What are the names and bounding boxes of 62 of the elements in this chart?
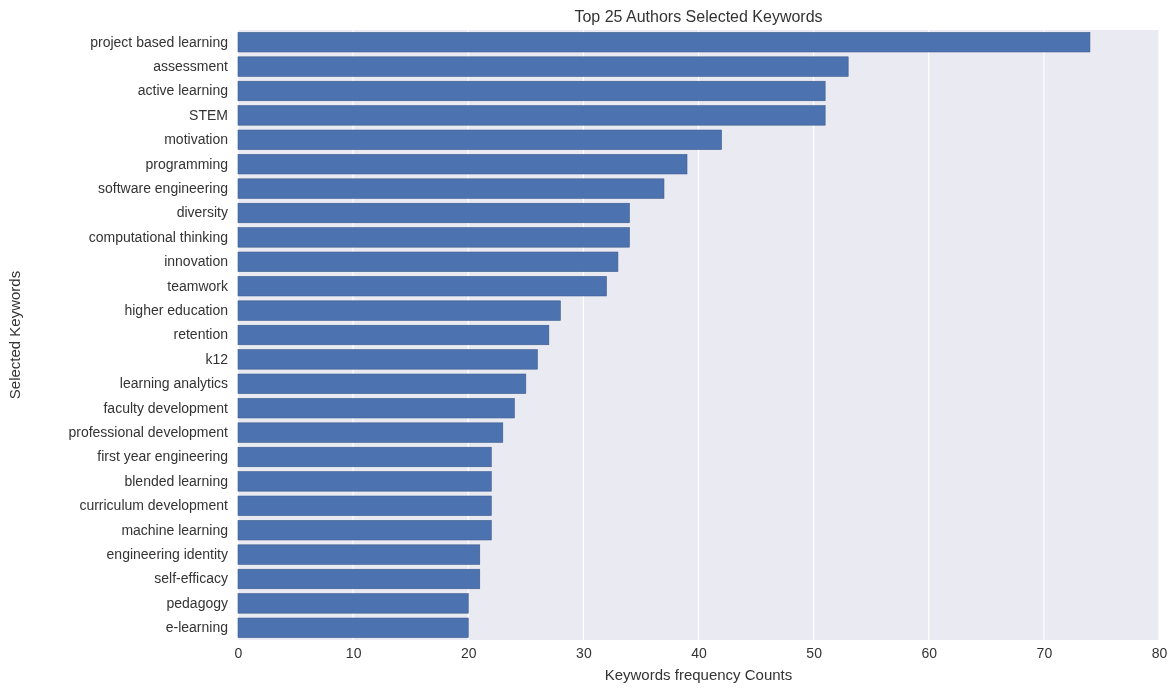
bar — [237, 568, 481, 590]
bar — [237, 593, 469, 614]
bar — [237, 544, 481, 565]
y-tick-label: programming — [145, 155, 228, 172]
bar — [237, 276, 607, 297]
bar — [237, 32, 1091, 53]
y-tick-label: blended learning — [124, 472, 228, 489]
y-tick-label: innovation — [164, 253, 228, 270]
bar — [237, 154, 688, 175]
bar — [237, 446, 492, 468]
y-tick-label: computational thinking — [88, 228, 228, 245]
bar — [237, 227, 630, 248]
y-tick-label: engineering identity — [106, 546, 228, 563]
bar — [237, 178, 665, 199]
y-tick-label: pedagogy — [166, 594, 228, 611]
y-tick-label: learning analytics — [119, 375, 228, 392]
y-tick-label: professional development — [68, 424, 229, 441]
bar — [237, 520, 492, 541]
y-tick-label: self-efficacy — [154, 570, 228, 587]
y-tick-label: k12 — [205, 350, 229, 367]
x-tick-label: 20 — [460, 644, 477, 661]
y-tick-label: e-learning — [165, 619, 228, 636]
y-tick-label: faculty development — [103, 399, 229, 416]
bar — [237, 373, 527, 394]
bar — [237, 324, 550, 346]
y-tick-label: project based learning — [90, 33, 228, 50]
y-tick-label: higher education — [124, 302, 228, 319]
bar — [237, 422, 504, 443]
bar — [237, 617, 469, 638]
x-tick-label: 60 — [921, 644, 938, 661]
y-axis-title: Selected Keywords — [6, 270, 23, 400]
x-tick-label: 50 — [806, 644, 823, 661]
x-tick-label: 80 — [1151, 644, 1168, 661]
chart-title: Top 25 Authors Selected Keywords — [574, 8, 823, 25]
bar — [237, 105, 826, 126]
x-tick-label: 30 — [576, 644, 592, 661]
y-tick-label: motivation — [164, 131, 228, 148]
y-tick-label: machine learning — [121, 521, 228, 538]
x-tick-label: 0 — [234, 644, 243, 661]
bar — [237, 129, 722, 150]
bar — [237, 56, 849, 77]
bar — [237, 251, 619, 272]
y-tick-label: teamwork — [167, 277, 229, 294]
y-tick-label: assessment — [153, 58, 229, 75]
bar — [237, 471, 492, 492]
y-tick-label: retention — [173, 326, 228, 343]
y-tick-label: software engineering — [98, 180, 228, 197]
bar — [237, 80, 826, 102]
bar — [237, 202, 630, 224]
y-tick-label: STEM — [189, 106, 228, 123]
bar — [237, 300, 561, 321]
x-axis-title: Keywords frequency Counts — [604, 666, 793, 683]
bar — [237, 495, 492, 516]
y-tick-label: diversity — [176, 204, 228, 221]
y-tick-label: first year engineering — [97, 448, 228, 465]
x-tick-label: 10 — [345, 644, 362, 661]
y-tick-label: active learning — [137, 82, 228, 99]
x-tick-label: 40 — [691, 644, 707, 661]
bar — [237, 349, 538, 370]
x-tick-label: 70 — [1036, 644, 1053, 661]
y-tick-label: curriculum development — [79, 497, 229, 514]
bar — [237, 398, 515, 419]
